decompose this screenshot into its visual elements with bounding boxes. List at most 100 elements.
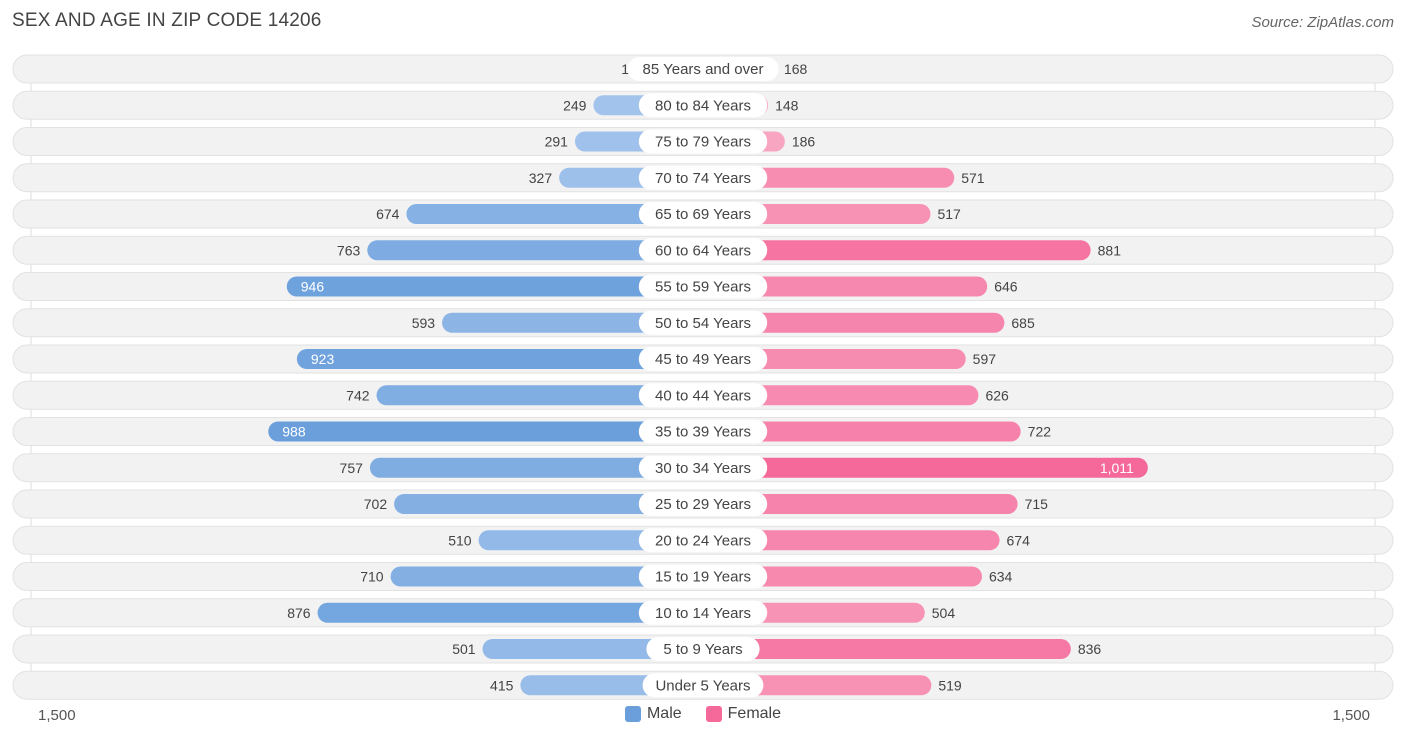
category-label: 40 to 44 Years <box>655 387 751 404</box>
bar-male <box>286 276 703 297</box>
value-label-female: 519 <box>938 677 962 693</box>
value-label-female: 504 <box>932 605 956 621</box>
value-label-female: 836 <box>1078 641 1102 657</box>
chart-title: SEX AND AGE IN ZIP CODE 14206 <box>12 10 322 31</box>
category-label: 15 to 19 Years <box>655 569 751 586</box>
bar-female <box>703 494 1018 514</box>
legend: Male Female <box>0 705 1406 723</box>
value-label-female: 715 <box>1025 496 1049 512</box>
bar-female <box>703 457 1148 478</box>
category-label: 30 to 34 Years <box>655 460 751 477</box>
bar-female <box>703 349 966 369</box>
category-pill <box>642 673 764 698</box>
category-label: 5 to 9 Years <box>663 641 742 658</box>
value-label-male: 415 <box>490 677 514 693</box>
bar-male <box>394 494 703 514</box>
bar-female <box>703 530 1000 551</box>
value-label-male: 763 <box>337 242 361 258</box>
category-pill <box>638 419 768 444</box>
category-pill <box>638 564 768 589</box>
category-pill <box>638 274 768 299</box>
category-pill <box>638 238 768 263</box>
bar-male <box>376 385 703 406</box>
category-label: 35 to 39 Years <box>655 424 751 441</box>
category-label: 20 to 24 Years <box>655 532 751 549</box>
bar-male <box>296 349 703 369</box>
bar-male <box>367 240 703 261</box>
value-label-female: 1,011 <box>1100 460 1134 476</box>
value-label-female: 571 <box>961 170 985 186</box>
axis-tick-right: 1,500 <box>1332 707 1370 724</box>
value-label-male: 501 <box>452 641 476 657</box>
value-label-male: 674 <box>376 206 400 222</box>
category-label: 85 Years and over <box>643 61 764 78</box>
bar-female <box>703 276 988 297</box>
value-label-female: 634 <box>989 569 1013 585</box>
value-label-male: 923 <box>311 351 335 367</box>
category-pill <box>638 129 768 154</box>
bar-male <box>390 566 703 587</box>
value-label-male: 510 <box>448 532 472 548</box>
category-pill <box>638 455 768 480</box>
value-label-male: 946 <box>301 279 325 295</box>
value-label-female: 881 <box>1098 242 1122 258</box>
category-pill <box>638 165 768 190</box>
bar-female <box>703 421 1021 442</box>
bar-male <box>406 204 703 224</box>
value-label-female: 597 <box>973 351 997 367</box>
value-label-female: 168 <box>784 61 808 77</box>
category-label: 75 to 79 Years <box>655 134 751 151</box>
legend-item-female[interactable]: Female <box>705 705 781 723</box>
category-pill <box>646 637 760 661</box>
axis-tick-left: 1,500 <box>38 707 76 724</box>
category-label: 60 to 64 Years <box>655 242 751 259</box>
legend-swatch-male <box>624 706 641 722</box>
category-label: 65 to 69 Years <box>655 206 751 223</box>
source-label: Source: ZipAtlas.com <box>1251 14 1394 31</box>
category-pill <box>638 347 768 371</box>
category-label: 80 to 84 Years <box>655 97 751 114</box>
bar-male <box>442 312 703 333</box>
value-label-female: 685 <box>1011 315 1035 331</box>
value-label-male: 702 <box>364 496 388 512</box>
value-label-female: 186 <box>792 134 816 150</box>
category-pill <box>638 93 768 118</box>
value-label-male: 742 <box>346 387 370 403</box>
bar-female <box>703 240 1091 261</box>
category-label: Under 5 Years <box>655 677 750 694</box>
bar-female <box>703 566 982 587</box>
bar-male <box>317 602 703 623</box>
bar-female <box>703 385 979 406</box>
category-label: 25 to 29 Years <box>655 496 751 513</box>
category-pill <box>638 492 768 516</box>
value-label-male: 291 <box>545 134 569 150</box>
category-pill <box>638 310 768 335</box>
category-pill <box>638 528 768 553</box>
category-label: 45 to 49 Years <box>655 351 751 368</box>
value-label-male: 249 <box>563 97 587 113</box>
legend-label-male: Male <box>646 705 682 722</box>
category-label: 50 to 54 Years <box>655 315 751 332</box>
category-pill <box>638 600 768 625</box>
value-label-female: 517 <box>937 206 961 222</box>
value-label-female: 722 <box>1028 424 1052 440</box>
value-label-female: 646 <box>994 279 1018 295</box>
bar-male <box>268 421 703 442</box>
value-label-male: 757 <box>340 460 364 476</box>
value-label-male: 988 <box>282 424 306 440</box>
category-label: 10 to 14 Years <box>655 605 751 622</box>
value-label-female: 626 <box>985 387 1009 403</box>
bar-male <box>369 457 703 478</box>
category-label: 70 to 74 Years <box>655 170 751 187</box>
value-label-male: 876 <box>287 605 311 621</box>
bar-female <box>703 639 1071 659</box>
category-pill <box>638 202 768 226</box>
bar-female <box>703 312 1005 333</box>
legend-item-male[interactable]: Male <box>624 705 682 723</box>
category-label: 55 to 59 Years <box>655 279 751 296</box>
value-label-male: 593 <box>412 315 436 331</box>
value-label-male: 327 <box>529 170 553 186</box>
value-label-female: 674 <box>1007 532 1031 548</box>
value-label-male: 710 <box>360 569 384 585</box>
